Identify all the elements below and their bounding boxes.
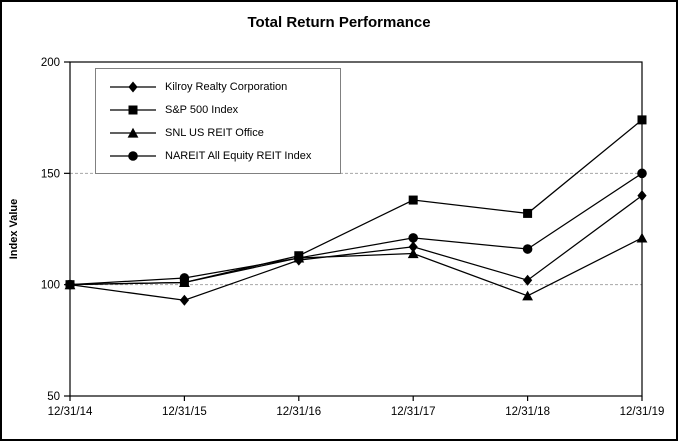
circle-data-point: [637, 168, 647, 179]
legend-label: SNL US REIT Office: [165, 126, 264, 139]
x-tick-label: 12/31/16: [276, 406, 321, 418]
plot-border: [69, 61, 643, 397]
square-data-point: [408, 195, 418, 205]
legend-item-0: Kilroy Realty Corporation: [110, 75, 340, 98]
x-tick-label: 12/31/14: [48, 406, 93, 418]
y-tick-label: 100: [41, 280, 60, 292]
triangle-data-point: [522, 290, 533, 301]
triangle-data-point: [407, 248, 419, 259]
square-data-point: [637, 115, 647, 125]
triangle-marker-icon: [110, 127, 156, 138]
y-tick-label: 200: [41, 57, 60, 69]
diamond-data-point: [408, 241, 418, 253]
square-marker-icon: [110, 105, 156, 114]
legend-item-3: NAREIT All Equity REIT Index: [110, 144, 340, 167]
diamond-data-point: [523, 274, 533, 286]
legend-label: S&P 500 Index: [165, 103, 239, 116]
legend-label: Kilroy Realty Corporation: [165, 80, 288, 93]
square-data-point: [523, 208, 533, 218]
legend-label: NAREIT All Equity REIT Index: [165, 149, 312, 162]
circle-data-point: [408, 233, 419, 243]
series-line-0: [69, 195, 643, 301]
chart-title: Total Return Performance: [247, 14, 431, 31]
x-tick-label: 12/31/18: [505, 406, 550, 418]
triangle-data-point: [636, 232, 648, 243]
legend-item-2: SNL US REIT Office: [110, 121, 340, 144]
y-tick-label: 50: [47, 391, 60, 403]
circle-marker-icon: [110, 150, 156, 161]
series-line-2: [69, 237, 643, 297]
x-tick-label: 12/31/17: [391, 406, 436, 418]
circle-data-point: [65, 279, 75, 290]
circle-data-point: [522, 244, 533, 254]
y-tick-label: 150: [41, 168, 60, 180]
legend-item-1: S&P 500 Index: [110, 98, 340, 121]
series-line-3: [69, 172, 643, 286]
chart-legend: Kilroy Realty Corporation S&P 500 Index SN…: [95, 68, 341, 174]
diamond-marker-icon: [110, 81, 156, 92]
diamond-data-point: [637, 190, 647, 202]
circle-data-point: [179, 273, 190, 283]
circle-data-point: [294, 253, 304, 263]
x-tick-label: 12/31/15: [162, 406, 207, 418]
diamond-data-point: [179, 294, 189, 306]
x-tick-label: 12/31/19: [620, 406, 665, 418]
